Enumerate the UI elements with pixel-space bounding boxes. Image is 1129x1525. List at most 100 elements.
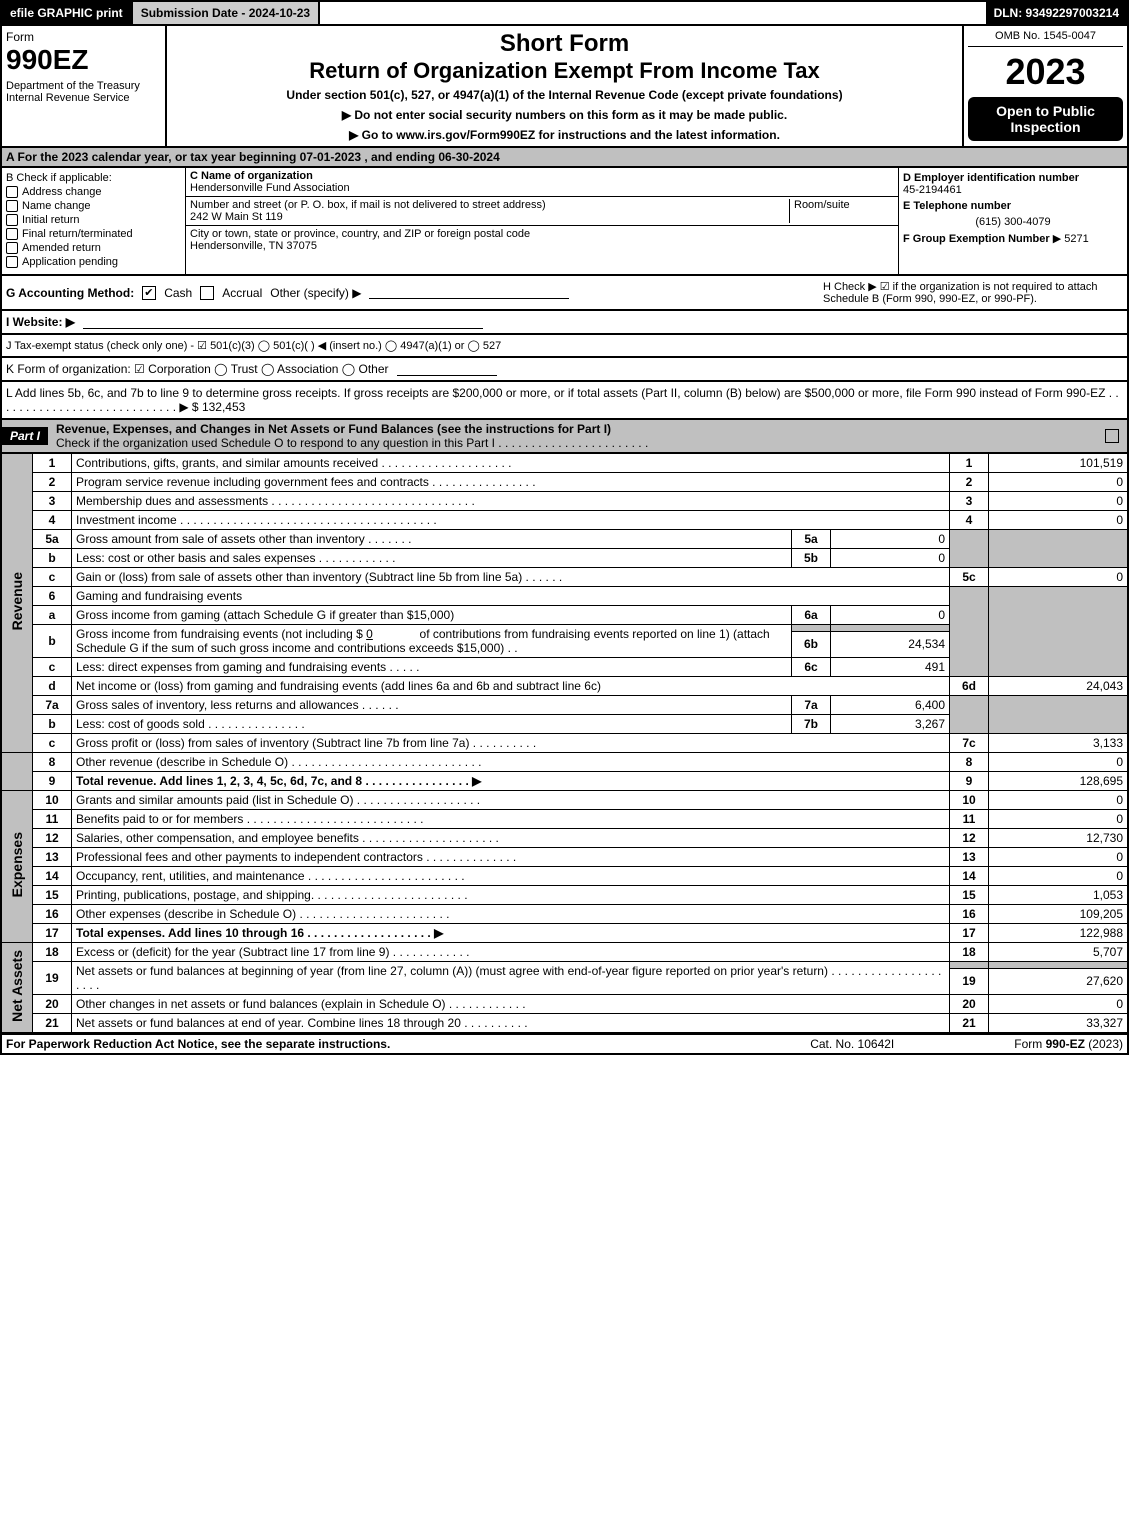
line-6c-amt: 491 (831, 658, 950, 677)
line-21-desc: Net assets or fund balances at end of ye… (72, 1014, 950, 1033)
line-4-amt: 0 (989, 511, 1129, 530)
row-g: G Accounting Method: Cash Accrual Other … (0, 274, 1129, 309)
row-a-tax-year: A For the 2023 calendar year, or tax yea… (0, 146, 1129, 166)
cash-checkbox[interactable] (142, 286, 156, 300)
website-note-text[interactable]: ▶ Go to www.irs.gov/Form990EZ for instru… (349, 128, 780, 142)
other-org-field[interactable] (397, 363, 497, 376)
dln: DLN: 93492297003214 (986, 2, 1127, 24)
check-final-return[interactable]: Final return/terminated (6, 228, 181, 240)
header-left: Form 990EZ Department of the Treasury In… (2, 26, 167, 146)
checkbox-icon (6, 214, 18, 226)
accrual-label: Accrual (222, 286, 262, 300)
line-5a-desc: Gross amount from sale of assets other t… (72, 530, 792, 549)
line-6c-desc: Less: direct expenses from gaming and fu… (72, 658, 792, 677)
short-form-title: Short Form (175, 30, 954, 58)
l-text: L Add lines 5b, 6c, and 7b to line 9 to … (6, 386, 1119, 414)
i-label: I Website: ▶ (6, 315, 75, 329)
accrual-checkbox[interactable] (200, 286, 214, 300)
line-13-desc: Professional fees and other payments to … (72, 848, 950, 867)
checkbox-icon (6, 200, 18, 212)
f-label: F Group Exemption Number ▶ 5271 (903, 232, 1123, 245)
line-19-desc: Net assets or fund balances at beginning… (72, 962, 950, 995)
checkbox-icon (6, 228, 18, 240)
row-a-text: A For the 2023 calendar year, or tax yea… (6, 150, 500, 164)
sidetab-revenue: Revenue (1, 453, 33, 753)
check-initial-return[interactable]: Initial return (6, 214, 181, 226)
checkbox-icon (6, 256, 18, 268)
main-title: Return of Organization Exempt From Incom… (175, 58, 954, 84)
room-suite: Room/suite (789, 199, 894, 223)
paperwork-notice: For Paperwork Reduction Act Notice, see … (6, 1037, 810, 1051)
line-2-amt: 0 (989, 473, 1129, 492)
line-11-desc: Benefits paid to or for members . . . . … (72, 810, 950, 829)
line-2-desc: Program service revenue including govern… (72, 473, 950, 492)
line-21-amt: 33,327 (989, 1014, 1129, 1033)
other-specify-field[interactable] (369, 286, 569, 299)
check-name-change[interactable]: Name change (6, 200, 181, 212)
checkbox-icon (6, 242, 18, 254)
line-5c-desc: Gain or (loss) from sale of assets other… (72, 568, 950, 587)
line-15-desc: Printing, publications, postage, and shi… (72, 886, 950, 905)
footer: For Paperwork Reduction Act Notice, see … (0, 1033, 1129, 1055)
c-label: C Name of organization (190, 170, 313, 182)
tax-year: 2023 (968, 51, 1123, 93)
line-15-amt: 1,053 (989, 886, 1129, 905)
row-k: K Form of organization: ☑ Corporation ◯ … (0, 356, 1129, 380)
sidetab-expenses: Expenses (1, 791, 33, 943)
part-title: Revenue, Expenses, and Changes in Net As… (48, 420, 1105, 452)
line-7c-desc: Gross profit or (loss) from sales of inv… (72, 734, 950, 753)
line-7b-amt: 3,267 (831, 715, 950, 734)
form-id: Form 990-EZ (2023) (1014, 1037, 1123, 1051)
under-section: Under section 501(c), 527, or 4947(a)(1)… (175, 88, 954, 102)
part1-sub: Check if the organization used Schedule … (56, 436, 648, 450)
line-16-amt: 109,205 (989, 905, 1129, 924)
website-field[interactable] (83, 316, 483, 329)
line-18-amt: 5,707 (989, 943, 1129, 962)
line-num: 1 (33, 453, 72, 473)
efile-label[interactable]: efile GRAPHIC print (2, 2, 131, 24)
line-1-amt: 101,519 (989, 453, 1129, 473)
section-b-label: B Check if applicable: (6, 172, 181, 184)
line-20-desc: Other changes in net assets or fund bala… (72, 995, 950, 1014)
submission-date: Submission Date - 2024-10-23 (131, 2, 320, 24)
info-block: B Check if applicable: Address change Na… (0, 166, 1129, 274)
check-app-pending[interactable]: Application pending (6, 256, 181, 268)
spacer (320, 2, 985, 24)
line-6d-desc: Net income or (loss) from gaming and fun… (72, 677, 950, 696)
line-14-amt: 0 (989, 867, 1129, 886)
line-5a-amt: 0 (831, 530, 950, 549)
line-5c-amt: 0 (989, 568, 1129, 587)
line-8-desc: Other revenue (describe in Schedule O) .… (72, 753, 950, 772)
revenue-table: Revenue 1 Contributions, gifts, grants, … (0, 452, 1129, 1033)
l-amount: 132,453 (202, 400, 245, 414)
h-note: H Check ▶ ☑ if the organization is not r… (823, 280, 1123, 305)
k-text: K Form of organization: ☑ Corporation ◯ … (6, 362, 389, 376)
line-6b-amt: 24,534 (831, 631, 950, 657)
website-note: ▶ Go to www.irs.gov/Form990EZ for instru… (175, 128, 954, 142)
top-bar: efile GRAPHIC print Submission Date - 20… (0, 0, 1129, 24)
e-label: E Telephone number (903, 200, 1123, 212)
form-word: Form (6, 30, 161, 44)
line-5b-desc: Less: cost or other basis and sales expe… (72, 549, 792, 568)
form-number: 990EZ (6, 44, 161, 76)
line-6-desc: Gaming and fundraising events (72, 587, 950, 606)
line-17-desc: Total expenses. Add lines 10 through 16 … (72, 924, 950, 943)
row-j: J Tax-exempt status (check only one) - ☑… (0, 333, 1129, 356)
row-i: I Website: ▶ (0, 309, 1129, 333)
line-6b-desc: Gross income from fundraising events (no… (72, 625, 792, 658)
cash-label: Cash (164, 286, 192, 300)
line-12-desc: Salaries, other compensation, and employ… (72, 829, 950, 848)
g-label: G Accounting Method: (6, 286, 134, 300)
group-exemption-number: ▶ 5271 (1053, 233, 1089, 245)
part-1-header: Part I Revenue, Expenses, and Changes in… (0, 418, 1129, 452)
schedule-o-checkbox[interactable] (1105, 429, 1119, 443)
line-7a-desc: Gross sales of inventory, less returns a… (72, 696, 792, 715)
line-10-desc: Grants and similar amounts paid (list in… (72, 791, 950, 810)
section-c: C Name of organization Hendersonville Fu… (186, 168, 898, 274)
check-address-change[interactable]: Address change (6, 186, 181, 198)
line-6a-desc: Gross income from gaming (attach Schedul… (72, 606, 792, 625)
line-9-amt: 128,695 (989, 772, 1129, 791)
line-12-amt: 12,730 (989, 829, 1129, 848)
city-row: City or town, state or province, country… (186, 226, 898, 254)
check-amended-return[interactable]: Amended return (6, 242, 181, 254)
